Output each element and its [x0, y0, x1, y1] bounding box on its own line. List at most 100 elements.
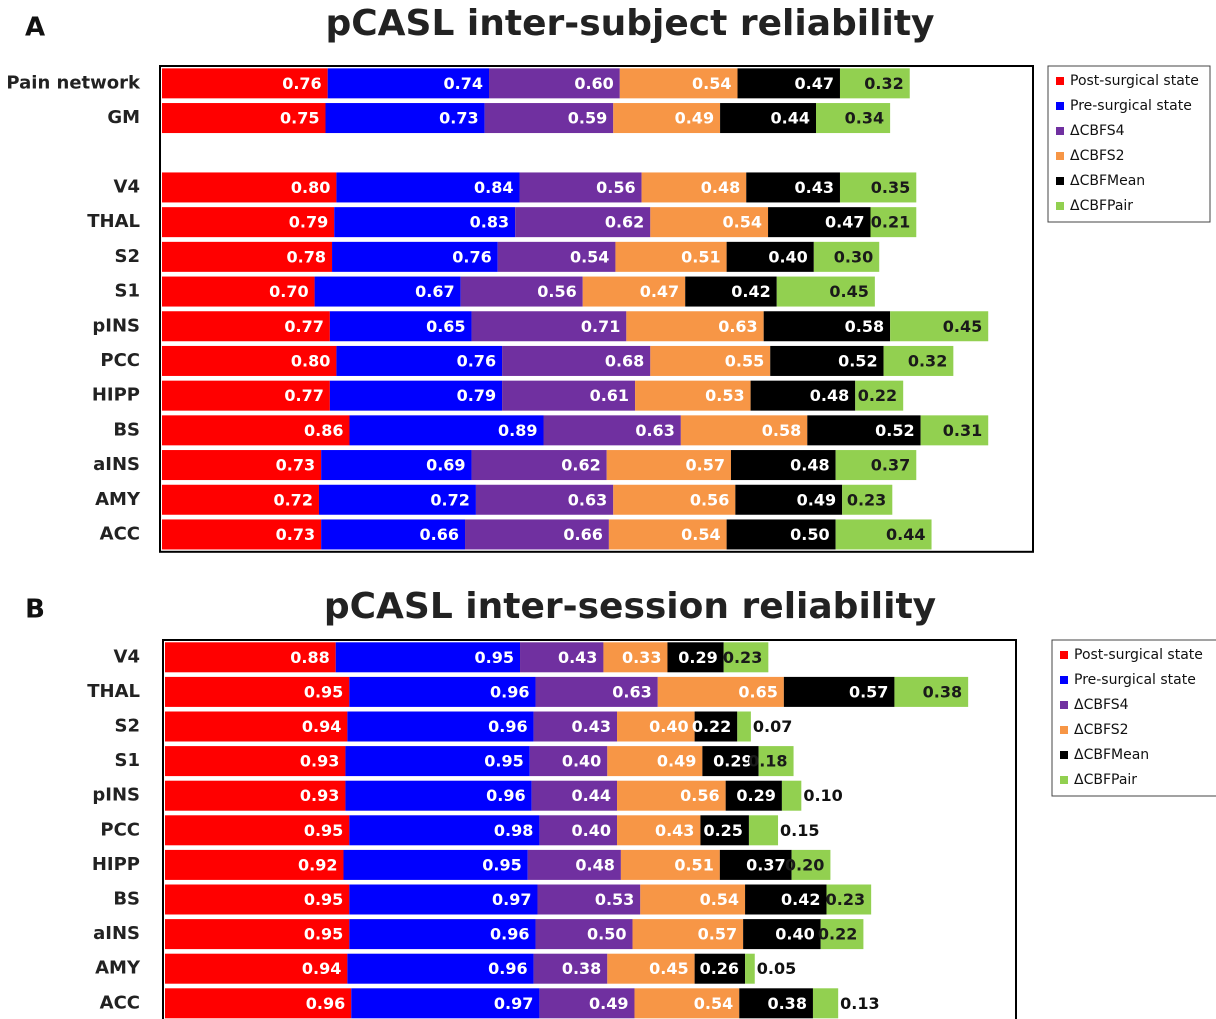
value-label: 0.86	[304, 421, 343, 440]
legend-swatch	[1060, 751, 1068, 759]
bar-segment	[768, 207, 871, 238]
bar-segment	[883, 345, 954, 376]
bar-segment	[460, 276, 583, 307]
bar-segment	[497, 241, 616, 272]
value-label: 0.48	[575, 855, 614, 874]
bar-segment	[502, 345, 651, 376]
value-label: 0.40	[775, 925, 814, 944]
value-label: 0.95	[304, 682, 343, 701]
value-label: 0.77	[284, 317, 323, 336]
bar-segment	[748, 815, 779, 846]
value-label: 0.07	[753, 717, 792, 736]
bar-segment	[165, 676, 350, 707]
bar-segment	[162, 241, 333, 272]
value-label: 0.83	[470, 213, 509, 232]
bar-segment	[607, 953, 695, 984]
value-label: 0.05	[757, 959, 796, 978]
bar-segment	[606, 450, 731, 481]
bar-segment	[723, 642, 769, 673]
bar-segment	[162, 207, 335, 238]
value-label: 0.73	[439, 109, 478, 128]
value-label: 0.34	[845, 109, 884, 128]
bar-segment	[334, 207, 516, 238]
bar-segment	[807, 415, 921, 446]
value-label: 0.56	[596, 178, 635, 197]
category-label: GM	[107, 107, 140, 128]
bar-segment	[725, 780, 782, 811]
value-label: 0.23	[826, 890, 865, 909]
value-label: 0.84	[474, 178, 513, 197]
bar-segment	[165, 953, 348, 984]
value-label: 0.95	[475, 648, 514, 667]
value-label: 0.58	[762, 421, 801, 440]
value-label: 0.92	[298, 855, 337, 874]
value-label: 0.57	[685, 456, 724, 475]
bar-segment	[162, 519, 322, 550]
value-label: 0.74	[444, 74, 483, 93]
bar-segment	[816, 103, 891, 134]
legend-swatch	[1056, 152, 1064, 160]
bar-segment	[607, 746, 703, 777]
legend-swatch	[1060, 651, 1068, 659]
bar-segment	[615, 241, 727, 272]
value-label: 0.49	[797, 490, 836, 509]
value-label: 0.98	[494, 821, 533, 840]
bar-segment	[746, 172, 840, 203]
bar-segment	[626, 311, 764, 342]
value-label: 0.42	[781, 890, 820, 909]
bar-segment	[608, 519, 727, 550]
value-label: 0.29	[678, 648, 717, 667]
value-label: 0.23	[723, 648, 762, 667]
bar-segment	[162, 450, 322, 481]
bar-segment	[345, 780, 532, 811]
value-label: 0.50	[790, 525, 829, 544]
value-label: 0.44	[572, 786, 611, 805]
bar-segment	[650, 345, 771, 376]
category-label: aINS	[93, 923, 140, 944]
value-label: 0.44	[771, 109, 810, 128]
legend-swatch	[1060, 676, 1068, 684]
value-label: 0.29	[736, 786, 775, 805]
category-label: pINS	[92, 785, 140, 806]
value-label: 0.65	[426, 317, 465, 336]
bar-segment	[763, 311, 891, 342]
value-label: 0.53	[705, 386, 744, 405]
value-label: 0.37	[871, 456, 910, 475]
legend-label: ΔCBFPair	[1070, 198, 1133, 214]
bar-segment	[475, 484, 614, 515]
value-label: 0.96	[488, 959, 527, 978]
value-label: 0.67	[415, 282, 454, 301]
value-label: 0.73	[276, 456, 315, 475]
bar-segment	[543, 415, 681, 446]
value-label: 0.56	[690, 490, 729, 509]
value-label: 0.59	[568, 109, 607, 128]
value-label: 0.78	[287, 247, 326, 266]
value-label: 0.22	[818, 925, 857, 944]
bar-segment	[520, 642, 604, 673]
bar-segment	[539, 988, 635, 1019]
bar-segment	[694, 953, 746, 984]
value-label: 0.47	[794, 74, 833, 93]
bar-segment	[162, 68, 328, 99]
plot-frame	[162, 639, 1017, 1019]
legend-swatch	[1056, 177, 1064, 185]
value-label: 0.80	[291, 351, 330, 370]
category-label: AMY	[95, 489, 141, 510]
value-label: 0.62	[605, 213, 644, 232]
value-label: 0.97	[492, 890, 531, 909]
value-label: 0.49	[675, 109, 714, 128]
value-label: 0.96	[486, 786, 525, 805]
bar-segment	[318, 484, 476, 515]
value-label: 0.38	[562, 959, 601, 978]
bar-segment	[325, 103, 485, 134]
bar-segment	[162, 415, 350, 446]
legend-label: ΔCBFS2	[1070, 148, 1125, 164]
bar-segment	[162, 276, 315, 307]
bar-segment	[165, 849, 344, 880]
value-label: 0.94	[302, 959, 341, 978]
bar-segment	[535, 919, 633, 950]
bar-segment	[720, 103, 816, 134]
value-label: 0.57	[849, 682, 888, 701]
